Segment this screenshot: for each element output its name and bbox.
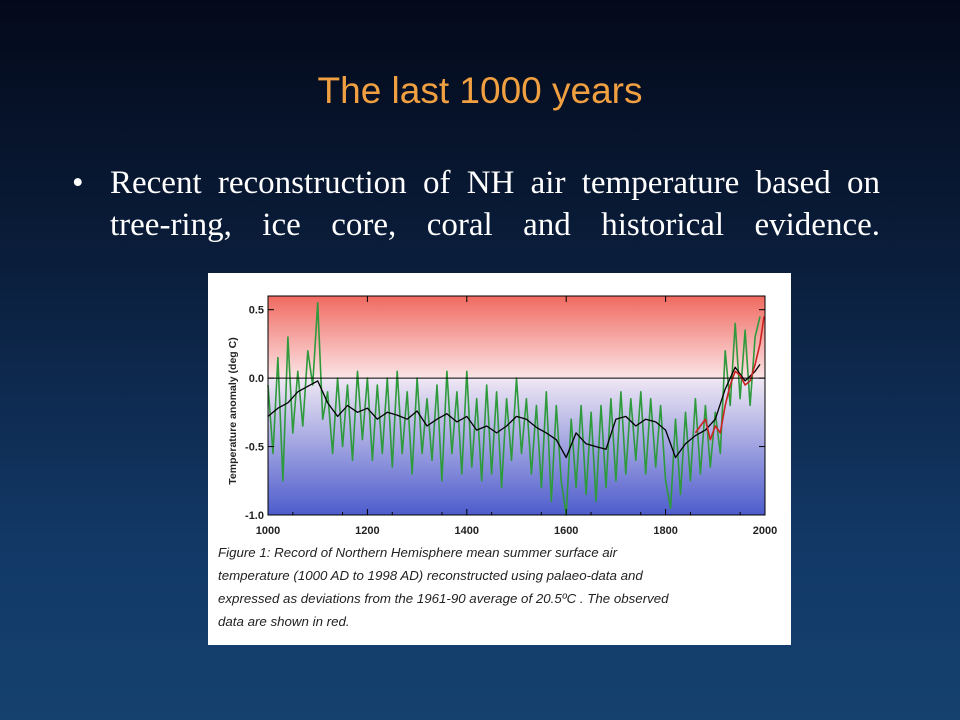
y-axis-label: Temperature anomaly (deg C): [227, 337, 239, 484]
caption-line: temperature (1000 AD to 1998 AD) reconst…: [218, 568, 643, 583]
x-tick-label: 1200: [355, 525, 379, 537]
x-tick-label: 1800: [653, 525, 677, 537]
x-tick-label: 1600: [554, 525, 578, 537]
figure: 1000 1200 1400 1600 1800 2000 0.5 0.0 -0.5 -1.0 T…: [208, 273, 791, 645]
x-tick-label: 1000: [256, 525, 280, 537]
y-tick-label: -0.5: [245, 442, 264, 454]
y-tick-label: -1.0: [245, 510, 264, 522]
caption-line: expressed as deviations from the 1961-90…: [218, 591, 669, 606]
figure-caption: Figure 1: Record of Northern Hemisphere …: [218, 541, 778, 633]
x-tick-label: 1400: [455, 525, 479, 537]
bullet-text: Recent reconstruction of NH air temperat…: [110, 165, 880, 243]
plot-frame: [267, 295, 766, 516]
temperature-chart: 1000 1200 1400 1600 1800 2000 0.5 0.0 -0.5 -1.0 T…: [227, 295, 777, 537]
caption-line: data are shown in red.: [218, 614, 350, 629]
warm-anomaly-band: [268, 296, 765, 379]
y-tick-label: 0.0: [249, 373, 264, 385]
observed-series-line: [694, 316, 765, 441]
caption-line: Figure 1: Record of Northern Hemisphere …: [218, 545, 618, 560]
smoothed-series-line: [267, 364, 761, 459]
slide-title: The last 1000 years: [317, 70, 643, 111]
y-tick-label: 0.5: [249, 305, 264, 317]
bullet-dot: •: [72, 165, 84, 201]
x-tick-label: 2000: [753, 525, 777, 537]
